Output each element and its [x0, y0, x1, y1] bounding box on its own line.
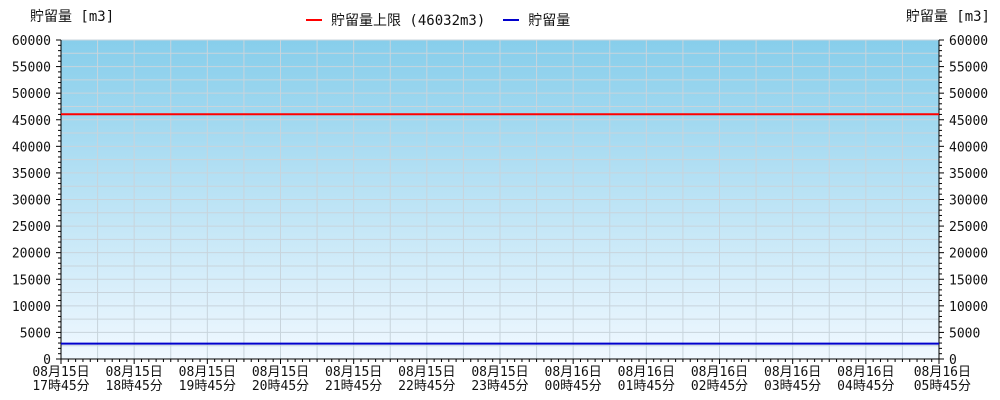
y-tick-label-right: 55000: [949, 61, 988, 76]
y-tick-label-right: 60000: [949, 34, 988, 49]
x-tick-label-time: 17時45分: [32, 379, 89, 394]
series-lines: [61, 113, 939, 345]
y-tick-label-left: 30000: [12, 194, 51, 209]
y-tick-label-left: 10000: [12, 300, 51, 315]
y-tick-label-left: 25000: [12, 220, 51, 235]
x-tick-label-date: 08月15日: [106, 365, 163, 380]
x-tick-label-time: 02時45分: [691, 379, 748, 394]
y-axis-title-right: 貯留量 [m3]: [905, 9, 990, 25]
x-tick-label-date: 08月15日: [252, 365, 309, 380]
x-tick-label-date: 08月16日: [545, 365, 602, 380]
x-tick-label-date: 08月16日: [837, 365, 894, 380]
tick-labels: 0 0 5000 5000 10000 10000 15000 15000 20000 20000…: [12, 34, 988, 394]
x-tick-label-time: 23時45分: [471, 379, 528, 394]
legend-item-storage: 貯留量: [503, 10, 570, 30]
x-tick-label-date: 08月15日: [32, 365, 89, 380]
y-tick-label-left: 0: [43, 353, 51, 368]
x-tick-label-time: 03時45分: [764, 379, 821, 394]
y-tick-label-left: 5000: [20, 326, 51, 341]
x-tick-label-time: 22時45分: [398, 379, 455, 394]
y-tick-label-right: 50000: [949, 87, 988, 102]
x-tick-label-date: 08月15日: [325, 365, 382, 380]
x-tick-label-time: 01時45分: [618, 379, 675, 394]
y-axis-title-left: 貯留量 [m3]: [30, 9, 115, 25]
x-tick-label-time: 00時45分: [545, 379, 602, 394]
x-tick-label-date: 08月15日: [398, 365, 455, 380]
y-tick-label-right: 35000: [949, 167, 988, 182]
x-tick-label-time: 20時45分: [252, 379, 309, 394]
y-tick-label-left: 35000: [12, 167, 51, 182]
y-tick-label-right: 45000: [949, 114, 988, 129]
x-tick-label-date: 08月15日: [179, 365, 236, 380]
y-tick-label-left: 50000: [12, 87, 51, 102]
y-tick-label-left: 15000: [12, 273, 51, 288]
y-tick-label-right: 30000: [949, 194, 988, 209]
x-tick-label-time: 05時45分: [914, 379, 971, 394]
y-tick-label-left: 60000: [12, 34, 51, 49]
x-tick-label-time: 18時45分: [106, 379, 163, 394]
legend-label-capacity: 貯留量上限 (46032m3): [331, 13, 486, 29]
y-tick-label-right: 0: [949, 353, 957, 368]
axes: [56, 39, 944, 364]
legend: 貯留量上限 (46032m3) 貯留量: [306, 10, 588, 30]
legend-item-capacity: 貯留量上限 (46032m3): [306, 10, 485, 30]
legend-label-storage: 貯留量: [528, 13, 571, 29]
y-tick-label-right: 15000: [949, 273, 988, 288]
legend-swatch-storage: [503, 19, 520, 21]
x-tick-label-date: 08月16日: [764, 365, 821, 380]
y-tick-label-left: 20000: [12, 247, 51, 262]
x-tick-label-time: 21時45分: [325, 379, 382, 394]
legend-swatch-capacity: [306, 19, 322, 21]
y-tick-label-right: 5000: [949, 326, 980, 341]
x-tick-label-date: 08月16日: [618, 365, 675, 380]
x-tick-label-time: 19時45分: [179, 379, 236, 394]
y-tick-label-right: 40000: [949, 140, 988, 155]
x-tick-label-date: 08月15日: [471, 365, 528, 380]
y-tick-label-right: 10000: [949, 300, 988, 315]
x-tick-label-date: 08月16日: [691, 365, 748, 380]
y-tick-label-left: 55000: [12, 61, 51, 76]
x-tick-label-date: 08月16日: [914, 365, 971, 380]
y-tick-label-left: 45000: [12, 114, 51, 129]
y-tick-label-left: 40000: [12, 140, 51, 155]
x-tick-label-time: 04時45分: [837, 379, 894, 394]
y-tick-label-right: 25000: [949, 220, 988, 235]
y-tick-label-right: 20000: [949, 247, 988, 262]
